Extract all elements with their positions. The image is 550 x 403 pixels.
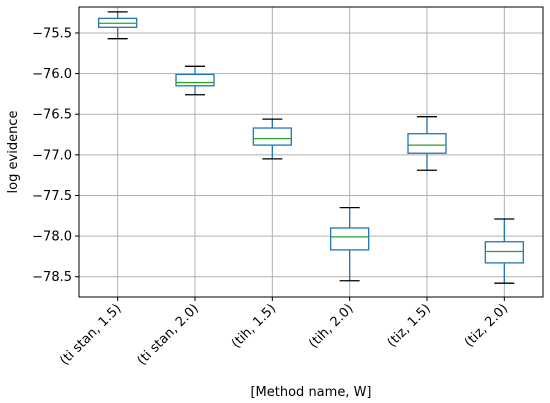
y-axis-label: log evidence bbox=[6, 111, 21, 194]
y-tick-label: −78.5 bbox=[32, 270, 72, 285]
box-plot bbox=[175, 65, 215, 96]
x-axis-label: [Method name, W] bbox=[250, 385, 371, 400]
box-plot bbox=[98, 11, 138, 40]
y-tick-label: −77.0 bbox=[32, 148, 72, 163]
y-tick-label: −77.5 bbox=[32, 189, 72, 204]
plot-frame bbox=[78, 6, 544, 298]
box-plot bbox=[252, 118, 292, 160]
box bbox=[330, 227, 370, 251]
box-plot bbox=[484, 218, 524, 284]
y-tick-label: −75.5 bbox=[32, 26, 72, 41]
box bbox=[175, 73, 215, 87]
box-plot bbox=[330, 206, 370, 282]
y-tick-label: −76.5 bbox=[32, 108, 72, 123]
box bbox=[252, 127, 292, 146]
y-tick-label: −76.0 bbox=[32, 67, 72, 82]
box bbox=[484, 241, 524, 264]
y-axis: −75.5 −76.0 −76.5 −77.0 −77.5 −78.0 −78.5 bbox=[32, 26, 79, 285]
box bbox=[407, 133, 447, 154]
box-series bbox=[98, 11, 524, 284]
box-plot bbox=[407, 116, 447, 171]
y-tick-label: −78.0 bbox=[32, 230, 72, 245]
